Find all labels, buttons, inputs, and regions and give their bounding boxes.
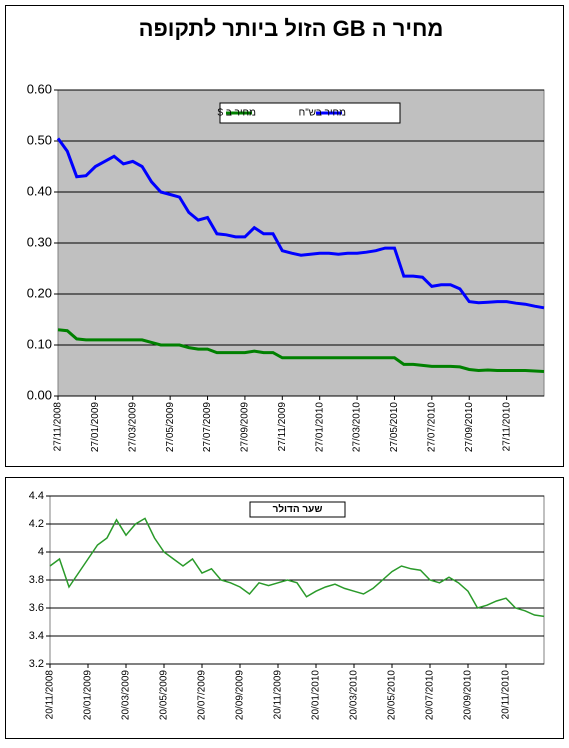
y-tick-label: 3.4 bbox=[29, 630, 44, 642]
legend-box bbox=[219, 102, 401, 124]
legend-label: מחיר ב $ bbox=[218, 108, 257, 119]
x-tick-label: 27/03/2010 bbox=[352, 402, 363, 452]
y-tick-label: 0.40 bbox=[27, 183, 52, 198]
y-tick-label: 0.00 bbox=[27, 387, 52, 402]
x-tick-label: 27/09/2010 bbox=[464, 402, 475, 452]
x-tick-label: 20/01/2009 bbox=[83, 670, 94, 720]
y-tick-label: 0.10 bbox=[27, 336, 52, 351]
x-tick-label: 27/11/2008 bbox=[53, 402, 64, 452]
x-tick-label: 20/05/2009 bbox=[159, 670, 170, 720]
data-line bbox=[49, 517, 545, 618]
x-tick-label: 20/11/2009 bbox=[273, 670, 284, 720]
data-line bbox=[57, 328, 545, 373]
y-tick-label: 0.50 bbox=[27, 132, 52, 147]
x-tick-label: 27/11/2010 bbox=[501, 402, 512, 452]
y-tick-label: 3.6 bbox=[29, 602, 44, 614]
y-tick-label: 4.2 bbox=[29, 518, 44, 530]
legend-label: שער הדולר bbox=[273, 503, 323, 515]
x-tick-label: 20/11/2010 bbox=[501, 670, 512, 720]
y-tick-label: 0.60 bbox=[27, 81, 52, 96]
y-tick-label: 4 bbox=[38, 546, 44, 558]
data-line bbox=[56, 137, 545, 310]
x-tick-label: 27/03/2009 bbox=[127, 402, 138, 452]
x-tick-label: 20/11/2008 bbox=[45, 670, 56, 720]
x-tick-label: 27/01/2009 bbox=[90, 402, 101, 452]
x-tick-label: 20/03/2009 bbox=[121, 670, 132, 720]
x-tick-label: 20/01/2010 bbox=[311, 670, 322, 720]
x-tick-label: 27/07/2009 bbox=[202, 402, 213, 452]
legend-label: מחיר בש"ח bbox=[299, 108, 347, 119]
x-tick-label: 20/05/2010 bbox=[387, 670, 398, 720]
y-tick-label: 0.30 bbox=[27, 234, 52, 249]
y-tick-label: 0.20 bbox=[27, 285, 52, 300]
x-tick-label: 20/07/2009 bbox=[197, 670, 208, 720]
chart-title: מחיר ה GB הזול ביותר לתקופה bbox=[139, 16, 444, 41]
x-tick-label: 27/11/2009 bbox=[277, 402, 288, 452]
x-tick-label: 27/09/2009 bbox=[240, 402, 251, 452]
x-tick-label: 20/07/2010 bbox=[425, 670, 436, 720]
y-tick-label: 4.4 bbox=[29, 490, 44, 502]
y-tick-label: 3.8 bbox=[29, 574, 44, 586]
x-tick-label: 20/09/2009 bbox=[235, 670, 246, 720]
x-tick-label: 27/05/2009 bbox=[165, 402, 176, 452]
x-tick-label: 20/03/2010 bbox=[349, 670, 360, 720]
x-tick-label: 27/07/2010 bbox=[426, 402, 437, 452]
x-tick-label: 20/09/2010 bbox=[463, 670, 474, 720]
x-tick-label: 27/05/2010 bbox=[389, 402, 400, 452]
x-tick-label: 27/01/2010 bbox=[314, 402, 325, 452]
legend-box bbox=[249, 501, 346, 518]
y-tick-label: 3.2 bbox=[29, 658, 44, 670]
